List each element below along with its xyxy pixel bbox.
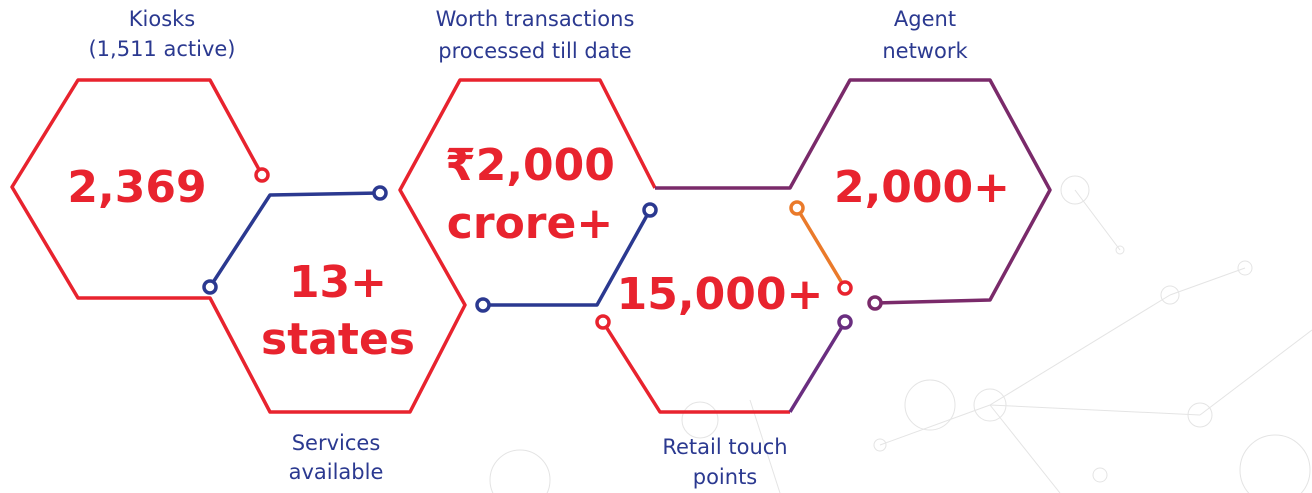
stat-label: available: [289, 460, 384, 484]
stat-value: 2,369: [67, 162, 206, 213]
stat-value: 13+: [289, 257, 387, 308]
stat-label: processed till date: [438, 39, 631, 63]
stat-value: 15,000+: [617, 269, 824, 320]
background-network: [489, 175, 1312, 493]
stat-value: crore+: [447, 198, 613, 249]
stat-label: points: [693, 465, 758, 489]
stat-label: Kiosks: [129, 7, 196, 31]
stat-label: Agent: [894, 7, 956, 31]
stat-label: Services: [292, 431, 381, 455]
stat-label: network: [882, 39, 968, 63]
stat-label: (1,511 active): [88, 37, 235, 61]
stat-label: Retail touch: [662, 435, 787, 459]
hexagon-outlines: [10, 78, 1052, 414]
stat-value: states: [261, 314, 415, 365]
stat-label: Worth transactions: [436, 7, 635, 31]
stat-value: ₹2,000: [445, 140, 615, 191]
stat-value: 2,000+: [834, 162, 1010, 213]
